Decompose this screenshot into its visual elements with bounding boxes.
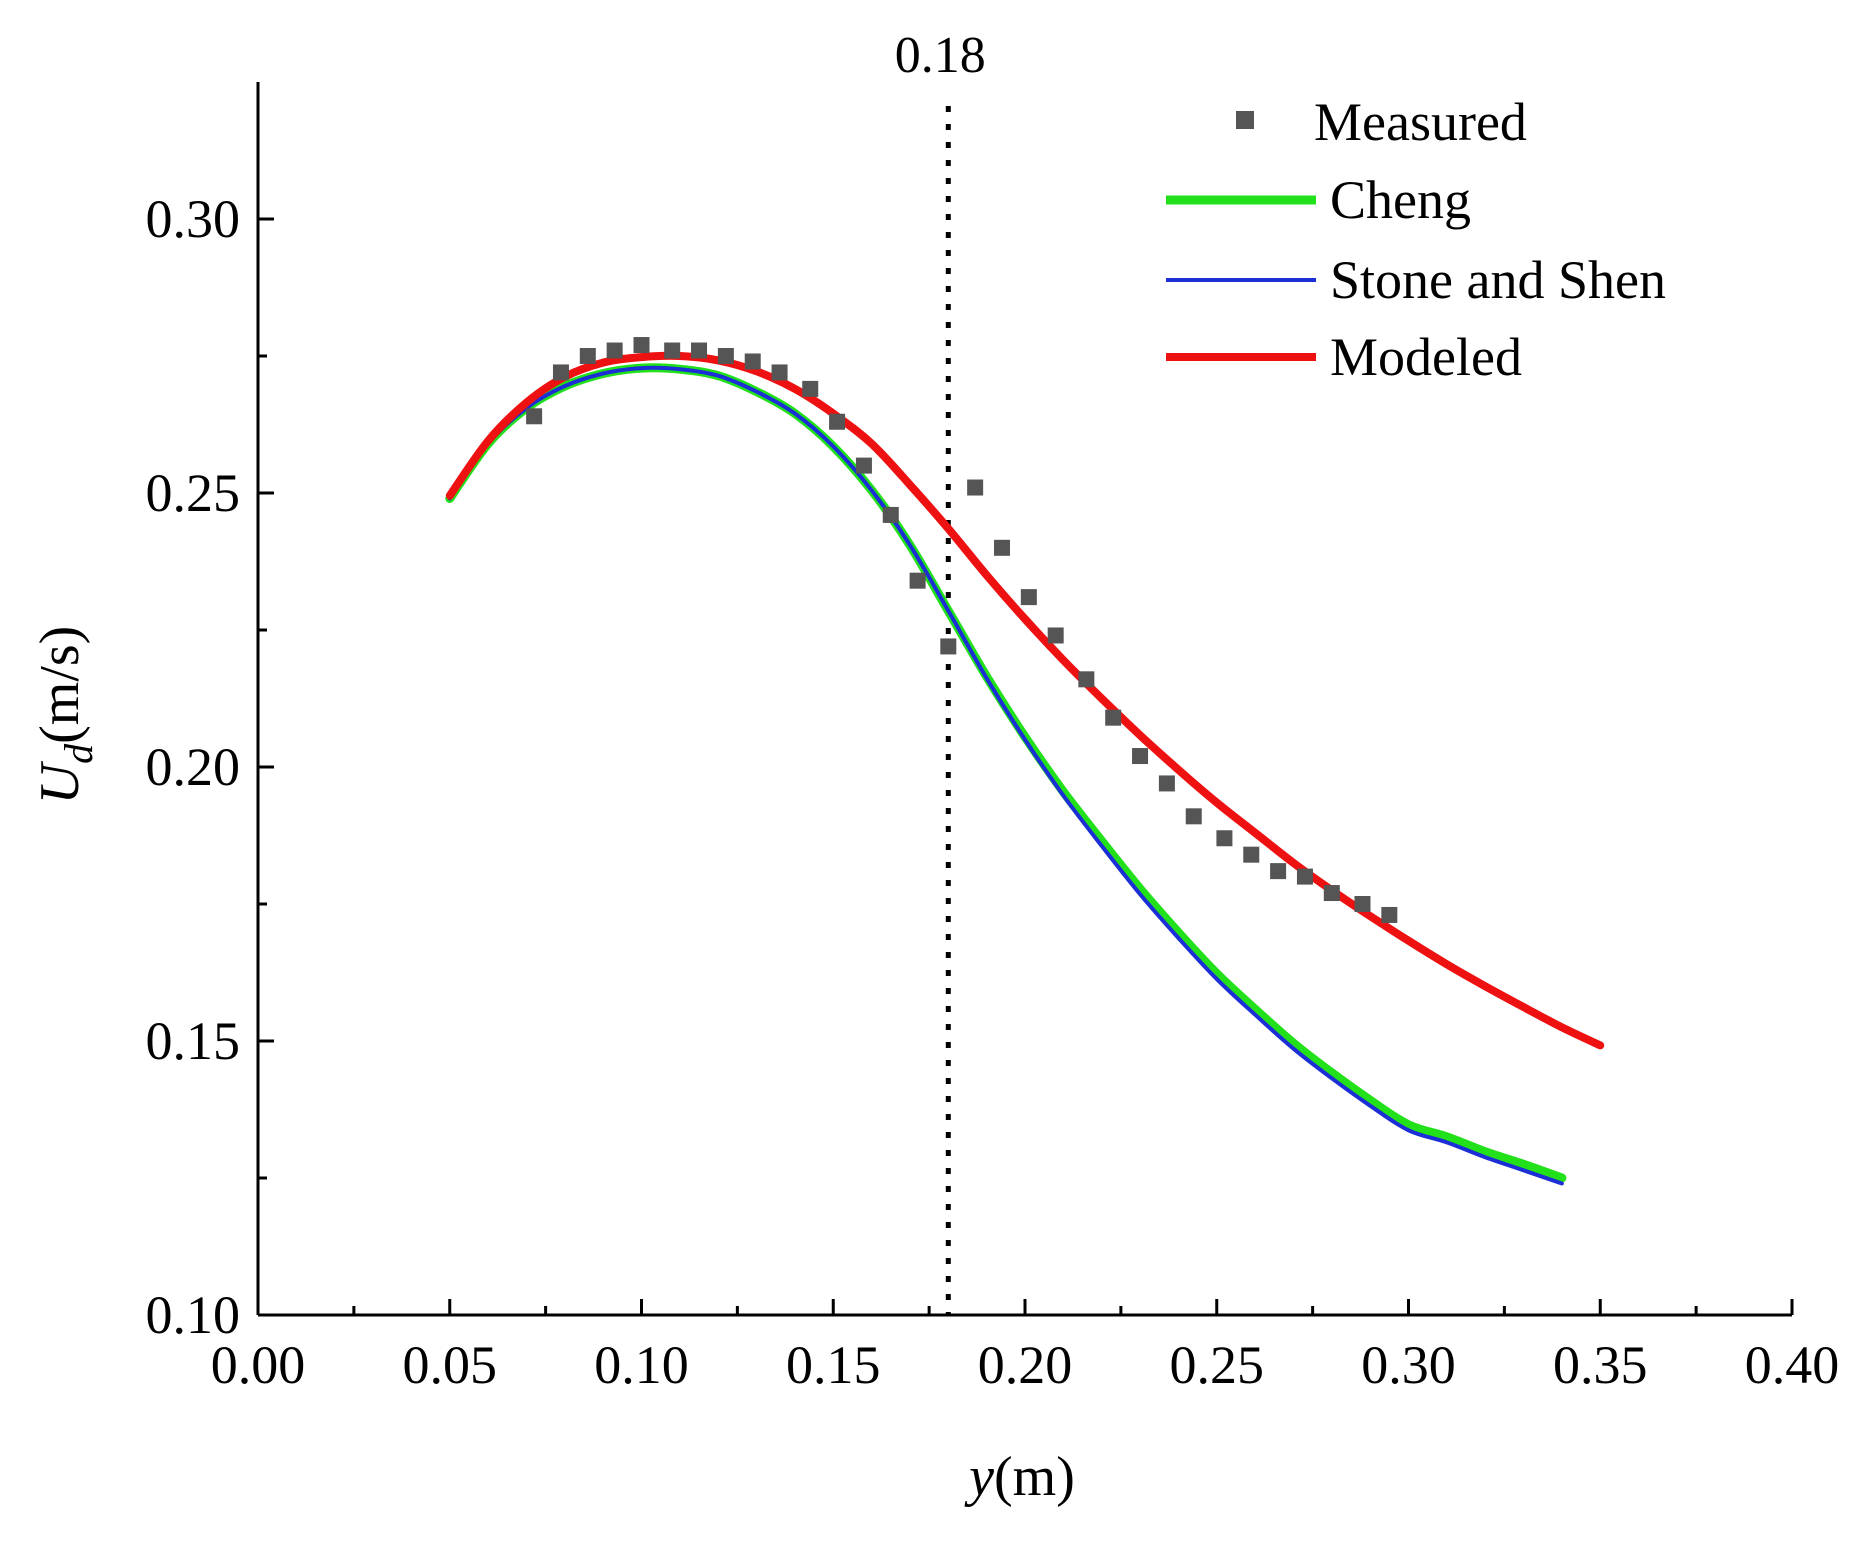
x-tick-label: 0.20	[978, 1335, 1073, 1395]
point-measured	[1243, 846, 1260, 863]
x-tick-label: 0.40	[1745, 1335, 1840, 1395]
point-measured	[1270, 863, 1287, 880]
legend-label-stone-and-shen: Stone and Shen	[1330, 250, 1666, 310]
legend-label-cheng: Cheng	[1330, 170, 1471, 230]
reference-line-label: 0.18	[895, 27, 986, 84]
x-axis-var: y	[964, 1446, 994, 1508]
point-measured	[526, 408, 543, 425]
y-axis-subscript: d	[56, 743, 101, 764]
legend-marker-measured	[1236, 111, 1254, 129]
y-axis-title: Ud(m/s)	[29, 626, 101, 805]
point-measured	[1047, 627, 1064, 644]
point-measured	[552, 364, 569, 381]
point-measured	[940, 638, 957, 655]
point-measured	[1354, 896, 1371, 912]
x-tick-label: 0.05	[403, 1335, 498, 1395]
legend-label-measured: Measured	[1314, 92, 1527, 152]
x-axis-title: y(m)	[964, 1446, 1075, 1508]
x-tick-label: 0.10	[594, 1335, 689, 1395]
y-tick-label: 0.15	[146, 1011, 241, 1071]
tick-labels: 0.00 0.05 0.10 0.15 0.20 0.25 0.30 0.35 0.40 0.10…	[146, 189, 1840, 1395]
point-measured	[1078, 671, 1095, 688]
point-measured	[802, 380, 819, 397]
y-tick-label: 0.30	[146, 189, 241, 249]
point-measured	[882, 506, 899, 523]
point-measured	[1185, 808, 1202, 825]
y-axis-var: U	[29, 760, 91, 804]
point-measured	[1381, 906, 1398, 923]
point-measured	[993, 539, 1010, 556]
point-measured	[717, 348, 734, 364]
y-tick-label: 0.25	[146, 463, 241, 523]
x-tick-label: 0.30	[1361, 1335, 1456, 1395]
point-measured	[855, 457, 872, 474]
point-measured	[1105, 709, 1122, 726]
point-measured	[1296, 868, 1313, 885]
x-tick-label: 0.35	[1553, 1335, 1648, 1395]
point-measured	[1323, 885, 1340, 902]
point-measured	[744, 353, 761, 370]
point-measured	[1158, 775, 1175, 792]
point-measured	[1020, 589, 1037, 606]
point-measured	[771, 364, 788, 381]
point-measured	[691, 342, 708, 359]
point-measured	[967, 479, 984, 496]
reference-line-group: 0.18	[895, 27, 986, 1315]
point-measured	[829, 413, 846, 430]
y-tick-label: 0.10	[146, 1285, 241, 1345]
point-measured	[664, 342, 681, 359]
series-layer	[445, 337, 1605, 1186]
point-measured	[1132, 748, 1149, 765]
point-measured	[579, 348, 596, 364]
x-tick-label: 0.25	[1170, 1335, 1265, 1395]
point-measured	[909, 572, 926, 589]
point-measured	[633, 337, 650, 354]
series-line-cheng	[445, 363, 1567, 1183]
x-tick-label: 0.15	[786, 1335, 881, 1395]
series-line-modeled	[445, 351, 1605, 1050]
axes	[256, 82, 1792, 1317]
y-axis-unit: (m/s)	[29, 626, 91, 744]
legend-label-modeled: Modeled	[1330, 327, 1522, 387]
y-tick-label: 0.20	[146, 737, 241, 797]
axis-ticks	[256, 217, 1794, 1317]
point-measured	[1216, 830, 1233, 847]
legend: Measured Cheng Stone and Shen Modeled	[1166, 92, 1666, 387]
x-tick-label: 0.00	[211, 1335, 306, 1395]
point-measured	[606, 342, 623, 359]
series-line-stone-and-shen	[447, 365, 1564, 1186]
x-axis-unit: (m)	[994, 1446, 1075, 1508]
